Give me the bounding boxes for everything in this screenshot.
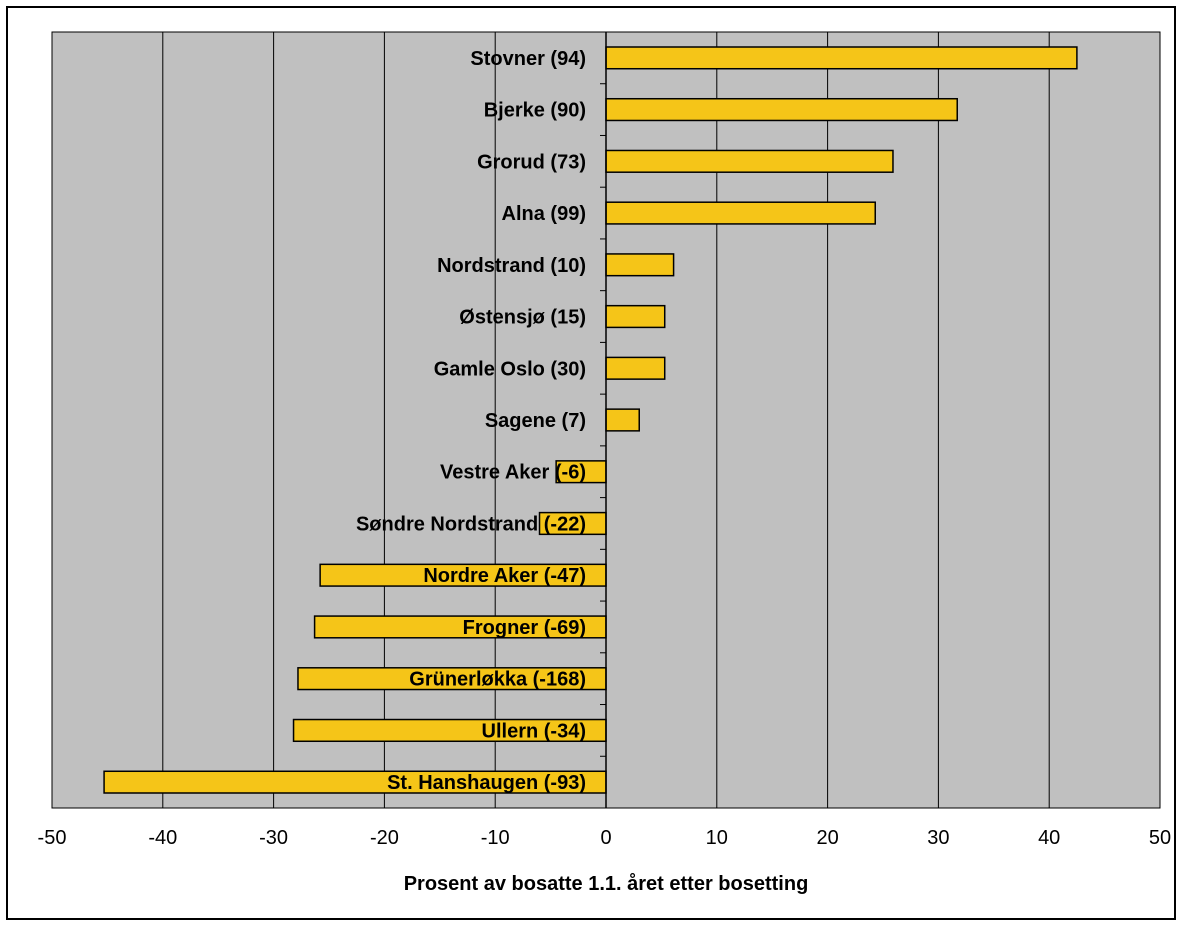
bar (605, 304, 666, 329)
bar (605, 97, 958, 122)
x-tick-label: -40 (148, 827, 177, 849)
category-label: Grünerløkka (-168) (409, 669, 586, 691)
bar (605, 408, 640, 432)
category-label: Sagene (7) (485, 410, 586, 432)
category-label: Søndre Nordstrand (-22) (356, 513, 586, 535)
chart-frame: Stovner (94) Bjerke (90) Grorud (73) Alna (… (6, 6, 1176, 920)
category-label: Stovner (94) (470, 48, 586, 70)
x-tick-label: -10 (481, 827, 510, 849)
bar (605, 356, 666, 380)
category-label: Frogner (-69) (463, 617, 586, 639)
category-label: Bjerke (90) (484, 100, 586, 122)
x-tick-label: 20 (816, 827, 838, 849)
bars (103, 46, 1078, 794)
x-tick-label: 30 (927, 827, 949, 849)
x-tick-labels: -50 -40 -30 -20 -10 0 10 20 30 40 50 (38, 827, 1172, 849)
category-label: Østensjø (15) (459, 307, 586, 329)
category-label: Alna (99) (502, 203, 586, 225)
category-label: Nordstrand (10) (437, 255, 586, 277)
x-tick-label: -20 (370, 827, 399, 849)
x-tick-label: 50 (1149, 827, 1171, 849)
x-axis-title: Prosent av bosatte 1.1. året etter boset… (404, 872, 809, 895)
category-label: Ullern (-34) (482, 720, 586, 742)
x-tick-label: -30 (259, 827, 288, 849)
bar (605, 149, 894, 173)
category-label: Vestre Aker (-6) (440, 462, 586, 484)
bar (605, 201, 876, 225)
bar (605, 253, 675, 277)
x-tick-label: 40 (1038, 827, 1060, 849)
bar-chart: Stovner (94) Bjerke (90) Grorud (73) Alna (… (38, 31, 1172, 895)
x-tick-label: -50 (38, 827, 67, 849)
category-label: Gamle Oslo (30) (434, 358, 586, 380)
category-label: Grorud (73) (477, 151, 586, 173)
category-label: Nordre Aker (-47) (423, 565, 586, 587)
category-labels: Stovner (94) Bjerke (90) Grorud (73) Alna (… (356, 48, 586, 794)
bar (605, 46, 1078, 70)
category-label: St. Hanshaugen (-93) (387, 772, 586, 794)
x-tick-label: 10 (706, 827, 728, 849)
x-tick-label: 0 (600, 827, 611, 849)
y-axis (600, 31, 607, 809)
